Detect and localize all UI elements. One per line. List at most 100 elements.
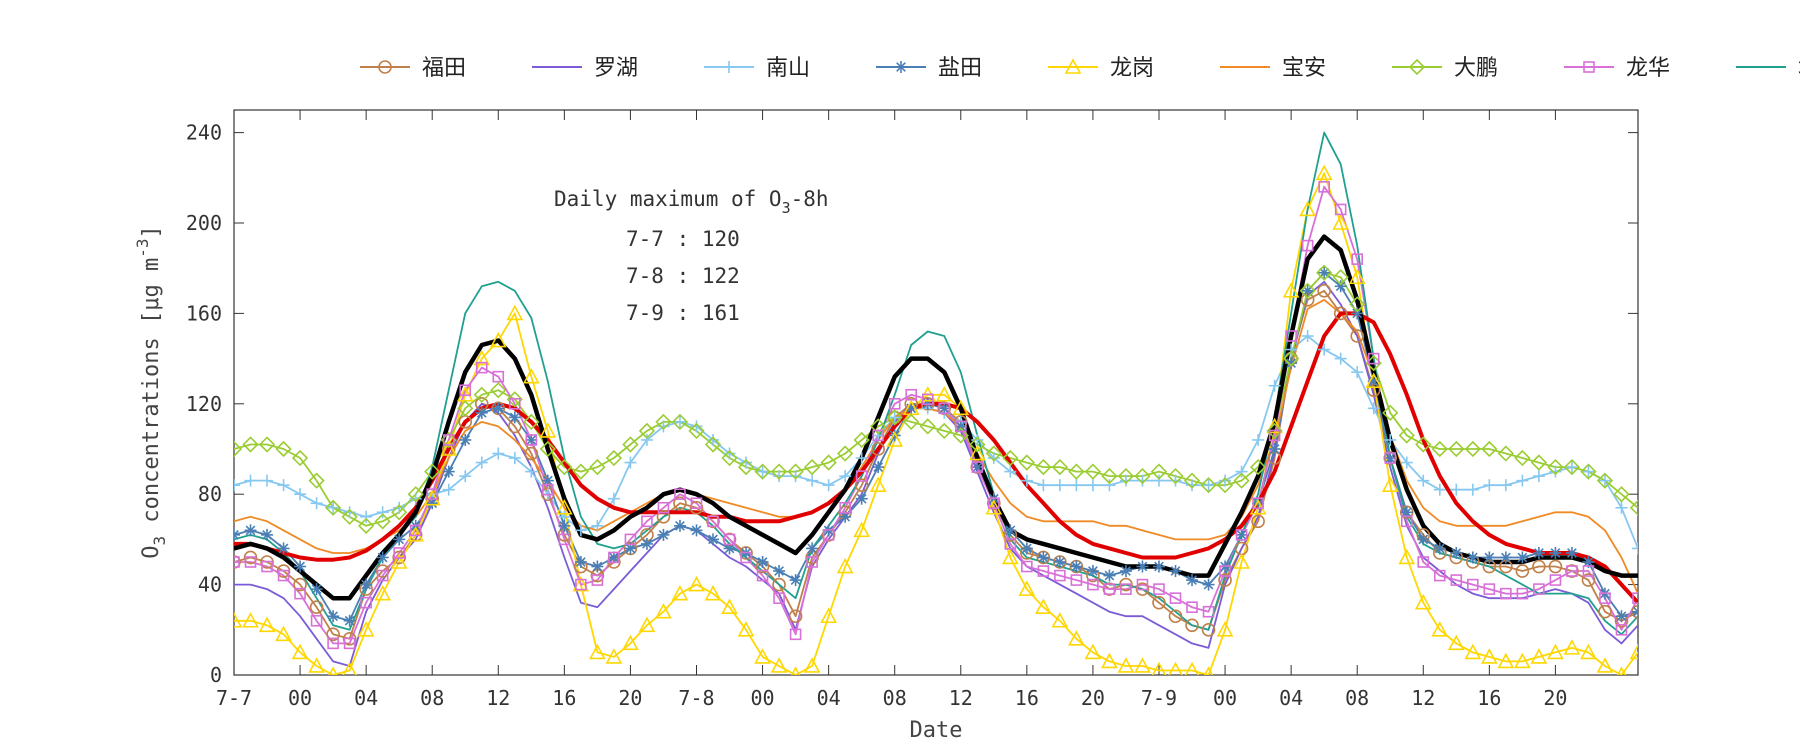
data-point — [589, 643, 606, 660]
data-point — [1483, 479, 1496, 492]
data-point — [1583, 61, 1595, 73]
data-point — [1233, 553, 1250, 569]
data-point — [1035, 598, 1052, 615]
data-point — [242, 612, 259, 628]
data-point — [655, 413, 672, 431]
data-point — [409, 492, 422, 505]
legend-item: 宝安 — [1220, 56, 1326, 81]
data-point — [277, 569, 290, 582]
data-point — [1351, 366, 1364, 379]
data-point — [275, 440, 292, 458]
data-point — [872, 429, 884, 442]
data-point — [1136, 474, 1149, 487]
data-point — [1219, 565, 1231, 577]
data-point — [1119, 565, 1132, 578]
legend-label: 坪山 — [1798, 56, 1800, 81]
data-point — [641, 515, 653, 528]
data-point — [1185, 618, 1199, 633]
x-tick-label: 16 — [1477, 686, 1501, 710]
data-point — [1464, 440, 1481, 458]
data-point — [1450, 574, 1463, 586]
data-point — [1365, 372, 1383, 389]
data-point — [707, 515, 719, 528]
data-point — [707, 433, 720, 446]
x-tick-label: 7-8 — [678, 686, 714, 710]
data-point — [938, 402, 951, 415]
x-tick-label: 04 — [354, 686, 378, 710]
data-point — [343, 614, 356, 627]
data-point — [806, 542, 819, 555]
y-tick-label: 160 — [186, 301, 222, 325]
y-tick-label: 120 — [186, 392, 222, 416]
data-point — [1497, 445, 1514, 462]
data-point — [707, 533, 720, 546]
data-point — [1084, 463, 1102, 480]
data-point — [261, 528, 274, 541]
data-point — [258, 436, 276, 453]
data-point — [1499, 479, 1512, 492]
data-point — [1152, 595, 1166, 610]
data-point — [1433, 483, 1446, 496]
data-point — [442, 434, 455, 446]
data-point — [855, 452, 868, 465]
data-point — [790, 666, 801, 675]
data-point — [756, 465, 769, 478]
data-point — [607, 492, 620, 505]
data-point — [1598, 474, 1611, 487]
data-point — [673, 519, 686, 532]
data-point — [1136, 560, 1149, 573]
data-point — [737, 458, 755, 476]
data-point — [324, 499, 342, 516]
data-point — [473, 349, 491, 366]
data-point — [869, 476, 887, 492]
data-point — [952, 399, 970, 416]
data-point — [342, 661, 357, 675]
data-point — [638, 616, 656, 633]
x-tick-label: 16 — [1015, 686, 1039, 710]
data-point — [1582, 556, 1595, 568]
data-point — [1169, 565, 1182, 578]
data-point — [1481, 440, 1498, 458]
data-point — [872, 461, 885, 474]
data-point — [1547, 458, 1564, 476]
data-point — [1202, 479, 1215, 492]
data-point — [806, 474, 819, 487]
data-point — [737, 621, 755, 637]
data-point — [1102, 582, 1117, 596]
data-point — [690, 497, 703, 510]
data-point — [407, 526, 425, 542]
data-point — [558, 533, 571, 546]
x-tick-label: 04 — [817, 686, 841, 710]
data-point — [657, 528, 670, 541]
annotation-line-2: 7-8 : 122 — [626, 264, 740, 288]
series-line-坪山 — [234, 131, 1638, 636]
data-point — [310, 614, 323, 627]
x-tick-label: 20 — [1543, 686, 1567, 710]
data-point — [1018, 454, 1035, 471]
data-point — [1450, 546, 1463, 559]
data-point — [1053, 556, 1066, 568]
data-point — [1301, 239, 1314, 252]
data-point — [657, 420, 670, 433]
data-point — [374, 513, 391, 530]
data-point — [853, 521, 871, 538]
data-point — [674, 488, 686, 501]
data-point — [1169, 592, 1182, 604]
data-point — [607, 551, 620, 564]
data-point — [1382, 404, 1399, 421]
data-point — [276, 564, 291, 578]
data-point — [1398, 548, 1416, 565]
data-point — [1433, 542, 1446, 555]
data-point — [1203, 666, 1214, 675]
x-tick-label: 08 — [1345, 686, 1369, 710]
data-point — [1582, 465, 1595, 478]
data-point — [952, 427, 969, 444]
data-point — [803, 458, 821, 476]
data-point — [655, 603, 672, 619]
data-point — [704, 584, 722, 601]
legend-label: 福田 — [422, 56, 466, 81]
data-point — [1318, 266, 1331, 279]
data-point — [1004, 524, 1017, 537]
legend-item: 福田 — [360, 56, 466, 81]
data-point — [1598, 604, 1612, 619]
